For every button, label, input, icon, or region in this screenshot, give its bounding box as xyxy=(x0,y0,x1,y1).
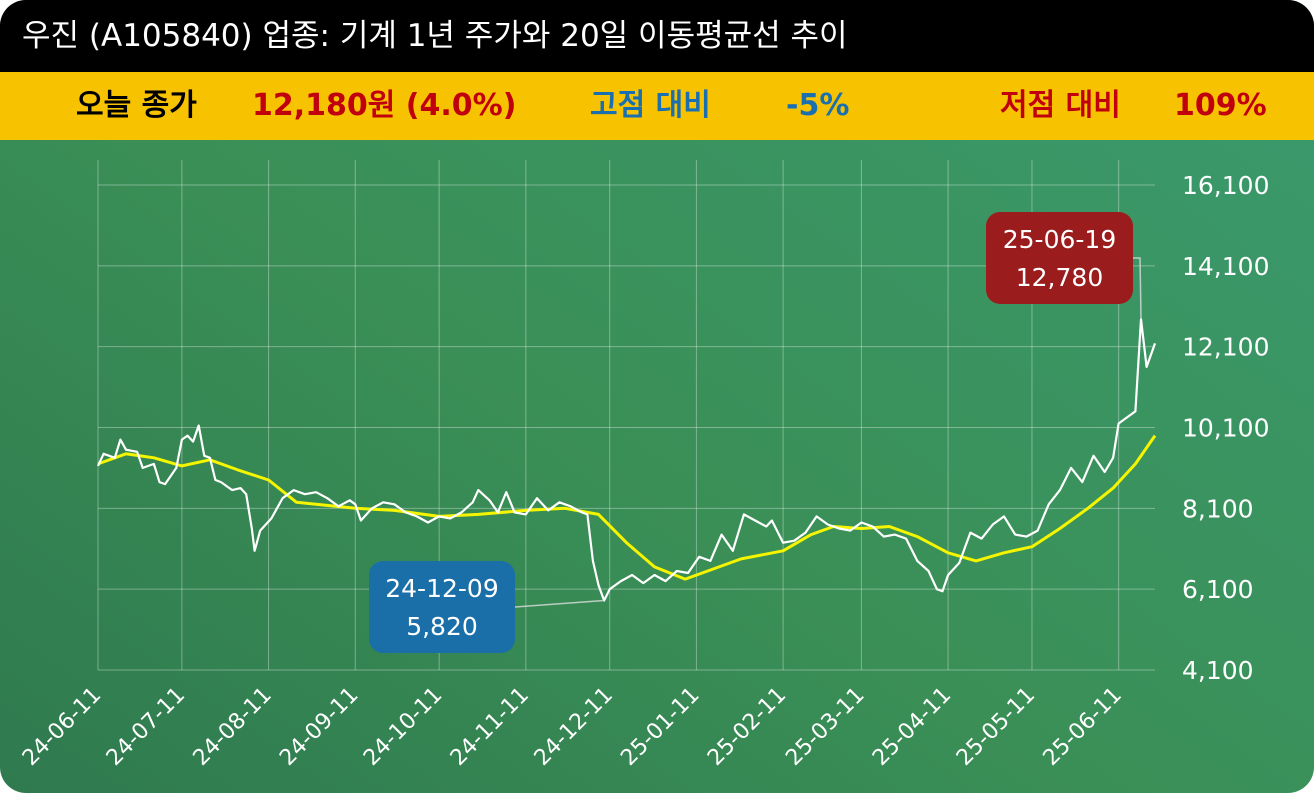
close-value: 12,180원 (4.0%) xyxy=(252,88,517,123)
x-tick-label: 24-12-11 xyxy=(530,683,618,771)
price-line xyxy=(97,318,1157,602)
y-tick-label: 4,100 xyxy=(1182,656,1254,685)
chart-grid xyxy=(97,160,1155,671)
callout-value-low: 5,820 xyxy=(406,612,478,641)
chart-series xyxy=(97,318,1157,602)
x-tick-label: 24-10-11 xyxy=(359,683,447,771)
chart-callouts: 24-12-09 5,820 25-06-19 12,780 xyxy=(369,212,1142,653)
price-chart: 4,1006,1008,10010,10012,10014,10016,100 … xyxy=(18,160,1269,771)
x-tick-label: 24-08-11 xyxy=(189,683,277,771)
callout-box-low xyxy=(369,561,515,653)
x-tick-label: 24-09-11 xyxy=(275,683,363,771)
y-tick-label: 16,100 xyxy=(1182,171,1269,200)
high-label: 고점 대비 xyxy=(590,88,711,123)
y-tick-label: 8,100 xyxy=(1182,494,1254,523)
callout-leader-high xyxy=(1133,257,1142,320)
y-tick-label: 6,100 xyxy=(1182,575,1254,604)
x-tick-label: 24-07-11 xyxy=(102,683,190,771)
x-axis-ticks: 24-06-1124-07-1124-08-1124-09-1124-10-11… xyxy=(18,683,1127,771)
x-tick-label: 25-02-11 xyxy=(703,683,791,771)
y-tick-label: 10,100 xyxy=(1182,414,1269,443)
callout-date-high: 25-06-19 xyxy=(1003,225,1116,254)
close-label: 오늘 종가 xyxy=(76,88,197,123)
y-axis-ticks: 4,100 6,100 8,100 10,100 12,100 14,100 16,100 xyxy=(1182,171,1269,685)
x-tick-label: 25-04-11 xyxy=(868,683,956,771)
x-tick-label: 25-05-11 xyxy=(952,683,1040,771)
low-label: 저점 대비 xyxy=(1000,88,1121,123)
ma-line xyxy=(97,434,1157,581)
summary-bar: 오늘 종가 12,180원 (4.0%) 고점 대비 -5% 저점 대비 109… xyxy=(0,72,1314,140)
page-title: 우진 (A105840) 업종: 기계 1년 주가와 20일 이동평균선 추이 xyxy=(0,0,1314,72)
callout-value-high: 12,780 xyxy=(1016,263,1103,292)
x-tick-label: 25-06-11 xyxy=(1039,683,1127,771)
y-tick-label: 14,100 xyxy=(1182,252,1269,281)
callout-date-low: 24-12-09 xyxy=(385,574,498,603)
x-tick-label: 24-06-11 xyxy=(18,683,106,771)
callout-leader-low xyxy=(514,599,605,608)
low-value: 109% xyxy=(1174,88,1267,123)
high-value: -5% xyxy=(786,88,850,123)
callout-box-high xyxy=(986,212,1133,304)
x-tick-label: 25-01-11 xyxy=(616,683,704,771)
x-tick-label: 24-11-11 xyxy=(446,683,534,771)
x-tick-label: 25-03-11 xyxy=(781,683,869,771)
y-tick-label: 12,100 xyxy=(1182,333,1269,362)
